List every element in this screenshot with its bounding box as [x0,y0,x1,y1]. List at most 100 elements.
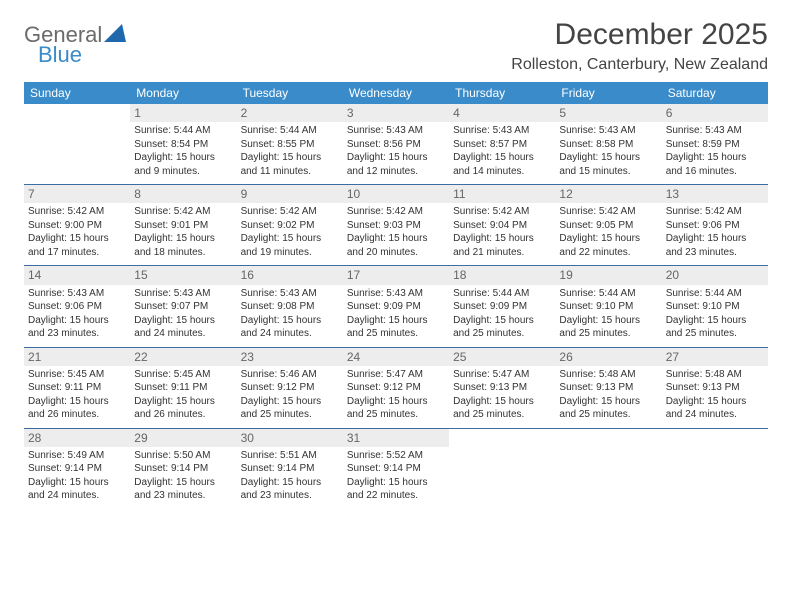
daylight-text: and 25 minutes. [559,408,657,422]
sunrise-text: Sunrise: 5:42 AM [666,205,764,219]
weekday-header: Monday [130,82,236,104]
calendar-week-row: 21Sunrise: 5:45 AMSunset: 9:11 PMDayligh… [24,347,768,428]
calendar-day-cell [662,428,768,509]
calendar-day-cell: 12Sunrise: 5:42 AMSunset: 9:05 PMDayligh… [555,185,661,266]
daylight-text: and 15 minutes. [559,165,657,179]
day-number: 23 [237,348,343,366]
sunset-text: Sunset: 9:13 PM [559,381,657,395]
sunrise-text: Sunrise: 5:43 AM [559,124,657,138]
calendar-day-cell: 20Sunrise: 5:44 AMSunset: 9:10 PMDayligh… [662,266,768,347]
calendar-day-cell: 28Sunrise: 5:49 AMSunset: 9:14 PMDayligh… [24,428,130,509]
calendar-day-cell: 24Sunrise: 5:47 AMSunset: 9:12 PMDayligh… [343,347,449,428]
daylight-text: Daylight: 15 hours [347,232,445,246]
daylight-text: and 20 minutes. [347,246,445,260]
sunset-text: Sunset: 9:11 PM [28,381,126,395]
sunrise-text: Sunrise: 5:43 AM [347,124,445,138]
calendar-day-cell: 4Sunrise: 5:43 AMSunset: 8:57 PMDaylight… [449,104,555,185]
weekday-header: Saturday [662,82,768,104]
daylight-text: and 25 minutes. [453,327,551,341]
sunset-text: Sunset: 9:09 PM [347,300,445,314]
calendar-day-cell: 21Sunrise: 5:45 AMSunset: 9:11 PMDayligh… [24,347,130,428]
sunset-text: Sunset: 9:07 PM [134,300,232,314]
daylight-text: and 25 minutes. [347,408,445,422]
day-number: 26 [555,348,661,366]
daylight-text: Daylight: 15 hours [666,232,764,246]
sunset-text: Sunset: 8:56 PM [347,138,445,152]
daylight-text: and 19 minutes. [241,246,339,260]
daylight-text: and 24 minutes. [666,408,764,422]
sunset-text: Sunset: 9:12 PM [241,381,339,395]
daylight-text: and 25 minutes. [241,408,339,422]
weekday-header: Tuesday [237,82,343,104]
day-number: 30 [237,429,343,447]
daylight-text: Daylight: 15 hours [241,476,339,490]
daylight-text: and 17 minutes. [28,246,126,260]
sunrise-text: Sunrise: 5:45 AM [28,368,126,382]
brand-blue-text: Blue [38,42,82,68]
daylight-text: and 24 minutes. [134,327,232,341]
daylight-text: Daylight: 15 hours [453,395,551,409]
daylight-text: Daylight: 15 hours [453,151,551,165]
calendar-day-cell: 5Sunrise: 5:43 AMSunset: 8:58 PMDaylight… [555,104,661,185]
calendar-day-cell [449,428,555,509]
calendar-day-cell: 6Sunrise: 5:43 AMSunset: 8:59 PMDaylight… [662,104,768,185]
daylight-text: Daylight: 15 hours [241,151,339,165]
weekday-header: Sunday [24,82,130,104]
sunrise-text: Sunrise: 5:48 AM [666,368,764,382]
title-block: December 2025 Rolleston, Canterbury, New… [511,18,768,74]
calendar-day-cell: 7Sunrise: 5:42 AMSunset: 9:00 PMDaylight… [24,185,130,266]
calendar-week-row: 1Sunrise: 5:44 AMSunset: 8:54 PMDaylight… [24,104,768,185]
daylight-text: and 24 minutes. [28,489,126,503]
daylight-text: Daylight: 15 hours [559,314,657,328]
sunrise-text: Sunrise: 5:44 AM [666,287,764,301]
daylight-text: and 9 minutes. [134,165,232,179]
calendar-day-cell [555,428,661,509]
sunset-text: Sunset: 9:13 PM [453,381,551,395]
daylight-text: Daylight: 15 hours [241,232,339,246]
sunset-text: Sunset: 9:14 PM [241,462,339,476]
brand-logo: General Blue [24,22,126,68]
day-number: 11 [449,185,555,203]
sunset-text: Sunset: 9:03 PM [347,219,445,233]
day-number: 19 [555,266,661,284]
daylight-text: Daylight: 15 hours [241,314,339,328]
daylight-text: Daylight: 15 hours [134,232,232,246]
weekday-header: Wednesday [343,82,449,104]
day-number: 7 [24,185,130,203]
sunrise-text: Sunrise: 5:44 AM [134,124,232,138]
calendar-day-cell: 31Sunrise: 5:52 AMSunset: 9:14 PMDayligh… [343,428,449,509]
day-number: 10 [343,185,449,203]
sunrise-text: Sunrise: 5:52 AM [347,449,445,463]
daylight-text: Daylight: 15 hours [28,314,126,328]
calendar-day-cell: 19Sunrise: 5:44 AMSunset: 9:10 PMDayligh… [555,266,661,347]
daylight-text: Daylight: 15 hours [241,395,339,409]
sunset-text: Sunset: 8:58 PM [559,138,657,152]
sunrise-text: Sunrise: 5:47 AM [347,368,445,382]
daylight-text: Daylight: 15 hours [134,395,232,409]
daylight-text: and 26 minutes. [134,408,232,422]
daylight-text: and 24 minutes. [241,327,339,341]
day-number: 8 [130,185,236,203]
sunrise-text: Sunrise: 5:43 AM [666,124,764,138]
sunrise-text: Sunrise: 5:42 AM [28,205,126,219]
sunset-text: Sunset: 9:11 PM [134,381,232,395]
sunset-text: Sunset: 9:01 PM [134,219,232,233]
sunrise-text: Sunrise: 5:49 AM [28,449,126,463]
calendar-day-cell: 8Sunrise: 5:42 AMSunset: 9:01 PMDaylight… [130,185,236,266]
sunset-text: Sunset: 9:06 PM [666,219,764,233]
day-number: 4 [449,104,555,122]
daylight-text: and 18 minutes. [134,246,232,260]
day-number: 25 [449,348,555,366]
sunset-text: Sunset: 9:14 PM [28,462,126,476]
sunset-text: Sunset: 8:54 PM [134,138,232,152]
sunset-text: Sunset: 9:09 PM [453,300,551,314]
daylight-text: and 22 minutes. [347,489,445,503]
daylight-text: Daylight: 15 hours [347,476,445,490]
calendar-day-cell: 15Sunrise: 5:43 AMSunset: 9:07 PMDayligh… [130,266,236,347]
day-number: 17 [343,266,449,284]
calendar-table: Sunday Monday Tuesday Wednesday Thursday… [24,82,768,509]
calendar-day-cell: 1Sunrise: 5:44 AMSunset: 8:54 PMDaylight… [130,104,236,185]
calendar-day-cell: 22Sunrise: 5:45 AMSunset: 9:11 PMDayligh… [130,347,236,428]
daylight-text: and 22 minutes. [559,246,657,260]
page-header: General Blue December 2025 Rolleston, Ca… [24,18,768,74]
